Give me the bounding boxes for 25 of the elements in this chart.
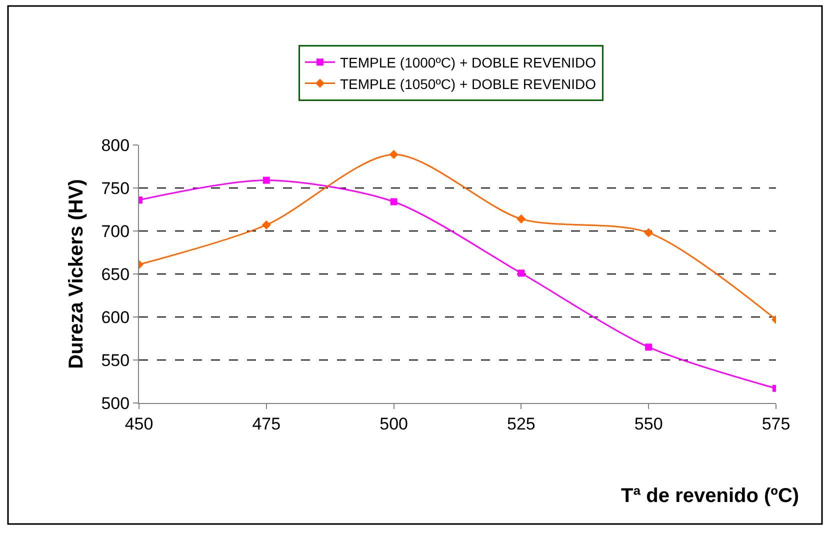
- point: [389, 150, 398, 160]
- point: [518, 270, 525, 277]
- y-tick-label: 550: [101, 350, 130, 370]
- x-tick-label: 525: [507, 414, 536, 434]
- x-tick-label: 550: [634, 414, 663, 434]
- y-tick-label: 800: [101, 136, 130, 155]
- point: [516, 214, 526, 224]
- x-tick-label: 450: [124, 414, 154, 434]
- legend-label: TEMPLE (1050ºC) + DOBLE REVENIDO: [340, 76, 596, 92]
- y-tick-label: 600: [101, 308, 130, 327]
- x-tick-label: 475: [252, 414, 281, 434]
- y-tick-label: 500: [101, 394, 130, 413]
- point: [262, 220, 271, 230]
- x-tick-label: 500: [380, 414, 408, 434]
- legend-label: TEMPLE (1000ºC) + DOBLE REVENIDO: [340, 54, 596, 71]
- y-axis-title: Dureza Vickers (HV): [66, 179, 88, 369]
- y-tick-label: 750: [101, 178, 130, 198]
- y-tick-label: 700: [101, 222, 130, 241]
- y-tick-label: 650: [101, 264, 130, 284]
- x-axis-title: Tª de revenido (ºC): [621, 485, 800, 507]
- point: [645, 344, 652, 351]
- point: [644, 228, 654, 238]
- point: [390, 198, 398, 206]
- point: [262, 176, 270, 184]
- x-tick-label: 575: [762, 414, 790, 434]
